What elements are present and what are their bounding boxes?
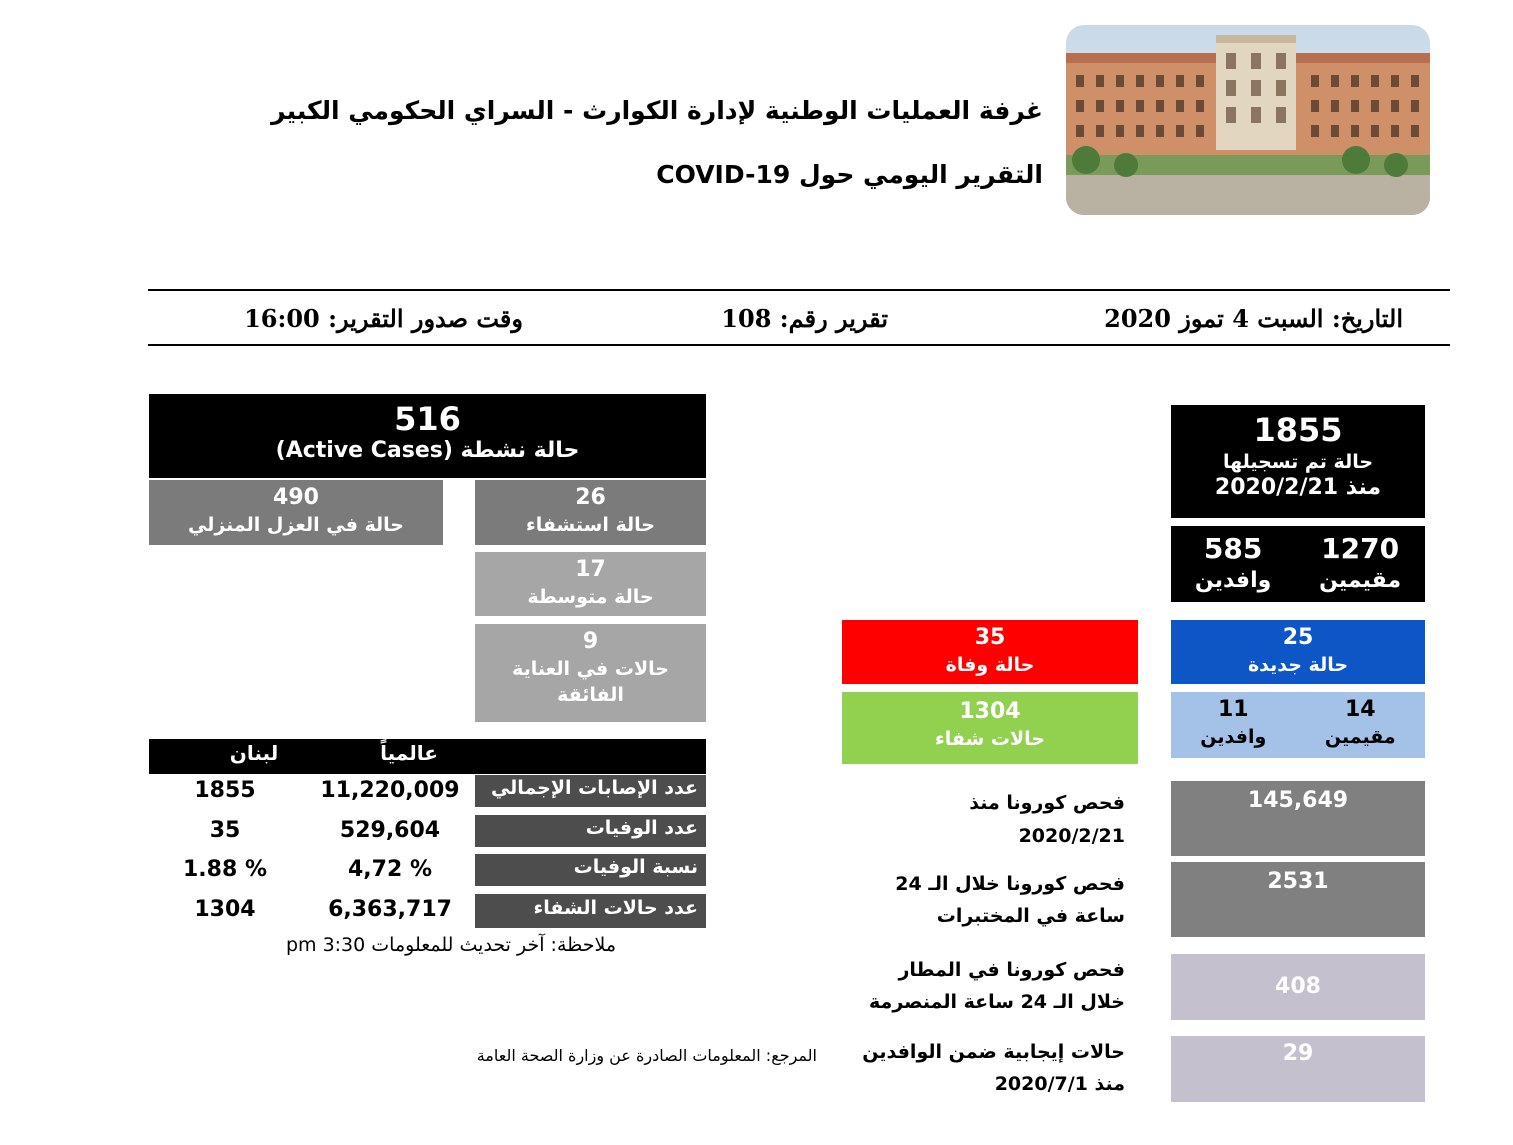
report-date: التاريخ: السبت 4 تموز 2020: [1104, 304, 1403, 333]
recovered-value: 1304: [959, 699, 1021, 724]
icu-value: 9: [582, 629, 599, 654]
arrivals-positive-value: 29: [1282, 1041, 1314, 1066]
col-global-header: عالمياً: [380, 741, 438, 765]
row-label-bg-rate: [475, 854, 706, 886]
tests-total-value: 145,649: [1247, 788, 1349, 813]
new-cases-residents: 14 مقيمين: [1325, 696, 1396, 758]
tests-24h-box: 2531: [1171, 862, 1425, 937]
new-cases-arrivals: 11 وافدين: [1200, 696, 1266, 758]
tests-airport-box: 408: [1171, 954, 1425, 1020]
hospital-label: حالة استشفاء: [526, 514, 655, 536]
tests-24h-value: 2531: [1267, 869, 1329, 894]
global-death-rate: 4,72 %: [348, 857, 432, 882]
row-label-bg-total: [475, 775, 706, 807]
recovered-label: حالات شفاء: [935, 728, 1045, 750]
row-label-death-rate: نسبة الوفيات: [573, 856, 698, 878]
tests-total-label-line1: فحص كورونا منذ: [969, 792, 1125, 814]
registered-arrivals-value: 585: [1203, 532, 1263, 565]
registered-value: 1855: [1253, 411, 1343, 449]
registered-label: حالة تم تسجيلها: [1222, 451, 1374, 473]
registered-box: 1855 حالة تم تسجيلها منذ 2020/2/21: [1171, 405, 1425, 518]
recovered-box: 1304 حالات شفاء: [842, 692, 1138, 764]
top-divider: [148, 289, 1450, 291]
arrivals-positive-box: 29: [1171, 1036, 1425, 1102]
report-number: تقرير رقم: 108: [721, 304, 888, 333]
new-cases-residents-label: مقيمين: [1324, 726, 1396, 748]
row-label-deaths: عدد الوفيات: [585, 817, 698, 839]
arrivals-positive-label-line2: منذ 2020/7/1: [994, 1073, 1125, 1095]
tests-airport-label-line2: خلال الـ 24 ساعة المنصرمة: [869, 991, 1125, 1013]
hospital-box: 26 حالة استشفاء: [475, 480, 706, 545]
home-isolation-label: حالة في العزل المنزلي: [188, 514, 404, 536]
registered-residents-value: 1270: [1321, 532, 1400, 565]
global-total-cases: 11,220,009: [320, 778, 460, 803]
deaths-value: 35: [974, 625, 1006, 650]
new-cases-split-box: 11 وافدين 14 مقيمين: [1171, 692, 1425, 758]
active-cases-value: 516: [394, 400, 461, 438]
registered-residents-label: مقيمين: [1319, 568, 1402, 593]
report-title: غرفة العمليات الوطنية لإدارة الكوارث - ا…: [271, 96, 1043, 125]
tests-24h-label-line2: ساعة في المختبرات: [936, 905, 1125, 927]
row-label-total-cases: عدد الإصابات الإجمالي: [490, 777, 698, 799]
moderate-value: 17: [575, 557, 606, 582]
row-label-recovered: عدد حالات الشفاء: [533, 897, 698, 919]
home-isolation-box: 490 حالة في العزل المنزلي: [149, 480, 443, 545]
report-issue-time: وقت صدور التقرير: 16:00: [244, 304, 523, 333]
new-cases-arrivals-label: وافدين: [1200, 726, 1267, 748]
tests-airport-label-line1: فحص كورونا في المطار: [898, 959, 1125, 981]
lebanon-total-cases: 1855: [194, 778, 256, 803]
tests-24h-label-line1: فحص كورونا خلال الـ 24: [895, 873, 1125, 895]
lebanon-deaths: 35: [209, 818, 241, 843]
tests-total-label-line2: 2020/2/21: [1018, 825, 1125, 847]
icu-box: 9 حالات في العناية الفائقة: [475, 624, 706, 722]
new-cases-arrivals-value: 11: [1217, 697, 1249, 722]
source-note: المرجع: المعلومات الصادرة عن وزارة الصحة…: [476, 1046, 817, 1065]
lebanon-recovered: 1304: [194, 897, 256, 922]
report-subtitle: التقرير اليومي حول COVID-19: [656, 160, 1043, 189]
registered-arrivals: 585 وافدين: [1195, 530, 1271, 602]
deaths-box: 35 حالة وفاة: [842, 620, 1138, 684]
deaths-label: حالة وفاة: [945, 654, 1035, 676]
tests-airport-value: 408: [1275, 974, 1321, 999]
global-recovered: 6,363,717: [328, 897, 452, 922]
moderate-label: حالة متوسطة: [527, 586, 654, 608]
global-deaths: 529,604: [339, 818, 441, 843]
grand-serail-photo: [1066, 25, 1430, 215]
moderate-box: 17 حالة متوسطة: [475, 552, 706, 616]
comparison-header: لبنان عالمياً: [149, 739, 706, 774]
row-label-bg-deaths: [475, 815, 706, 847]
new-cases-box: 25 حالة جديدة: [1171, 620, 1425, 684]
hospital-value: 26: [575, 485, 606, 510]
update-note: ملاحظة: آخر تحديث للمعلومات 3:30 pm: [285, 934, 616, 956]
row-label-bg-recovered: [475, 894, 706, 928]
home-isolation-value: 490: [273, 485, 319, 510]
new-cases-value: 25: [1282, 625, 1314, 650]
registered-split-box: 585 وافدين 1270 مقيمين: [1171, 526, 1425, 602]
active-cases-box: 516 حالة نشطة (Active Cases): [149, 394, 706, 478]
new-cases-label: حالة جديدة: [1247, 654, 1349, 676]
active-cases-label: حالة نشطة (Active Cases): [275, 438, 580, 463]
icu-label-line2: الفائقة: [557, 684, 624, 706]
registered-since: منذ 2020/2/21: [1214, 475, 1382, 500]
registered-residents: 1270 مقيمين: [1319, 530, 1401, 602]
col-lebanon-header: لبنان: [229, 741, 279, 765]
arrivals-positive-label-line1: حالات إيجابية ضمن الوافدين: [862, 1041, 1125, 1063]
new-cases-residents-value: 14: [1344, 697, 1376, 722]
lebanon-death-rate: 1.88 %: [183, 857, 267, 882]
icu-label-line1: حالات في العناية: [512, 658, 669, 680]
bottom-divider: [148, 344, 1450, 346]
registered-arrivals-label: وافدين: [1194, 568, 1272, 593]
tests-total-box: 145,649: [1171, 781, 1425, 856]
